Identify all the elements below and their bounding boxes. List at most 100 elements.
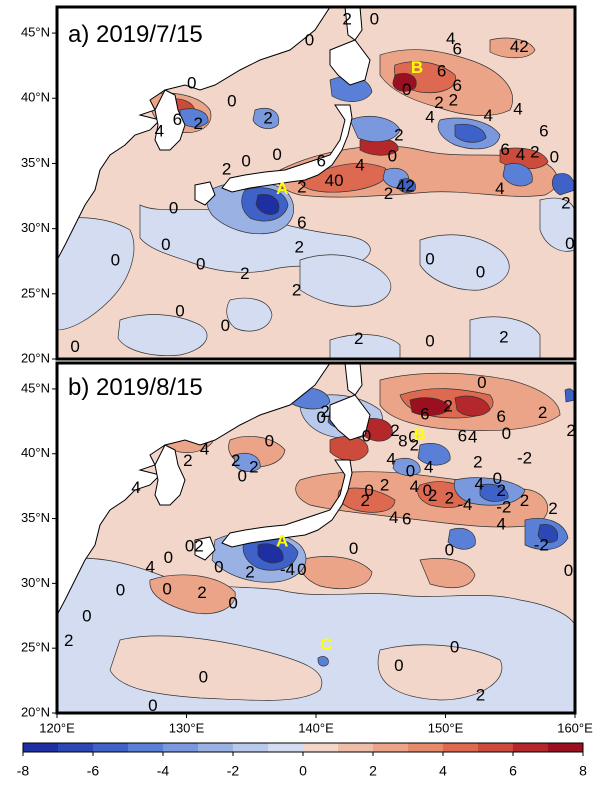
contour-label: 0 <box>228 594 237 613</box>
contour-label: 0 <box>388 146 397 165</box>
contour-label: 4 <box>410 477 419 496</box>
contour-label: 6 <box>420 404 429 423</box>
contour-label: 0 <box>237 467 246 486</box>
colorbar-tick-label: 4 <box>439 763 447 779</box>
contour-label: 4 <box>496 514 505 533</box>
contour-label: 4 <box>355 156 364 175</box>
contour-label: 4 <box>468 428 477 447</box>
lat-tick-label: 25°N <box>21 285 50 300</box>
lon-tick-label: 130°E <box>169 720 205 735</box>
contour-label: 0 <box>82 607 91 626</box>
contour-label: 2 <box>64 631 73 650</box>
contour-label: 2 <box>292 281 301 300</box>
location-marker-a: A <box>276 531 288 550</box>
contour-label: 0 <box>394 656 403 675</box>
contour-label: 0 <box>175 302 184 321</box>
contour-label: 0 <box>477 373 486 392</box>
contour-label: 0 <box>406 461 415 480</box>
contour-label: 4 <box>513 99 522 118</box>
contour-label: -4 <box>457 495 472 514</box>
contour-label: 0 <box>265 432 274 451</box>
location-marker-b: B <box>413 425 425 444</box>
contour-label: 0 <box>550 148 559 167</box>
land-masses <box>57 7 371 261</box>
contour-label: 0 <box>370 9 379 28</box>
contour-label: 2 <box>538 403 547 422</box>
japan-kyushu <box>194 536 216 561</box>
korean-peninsula <box>154 444 186 506</box>
panel-a-title: a) 2019/7/15 <box>68 21 203 48</box>
contour-label: 02 <box>185 537 204 556</box>
lat-tick-label: 20°N <box>21 704 50 719</box>
contour-label: 0 <box>227 92 236 111</box>
contour-label: -2 <box>517 448 532 467</box>
colorbar-segment <box>268 743 304 752</box>
contour-label: 2 <box>342 9 351 28</box>
lat-tick-label: 45°N <box>21 380 50 395</box>
location-marker-c: C <box>320 635 332 654</box>
colorbar-tick-label: -6 <box>87 763 100 779</box>
colorbar-tick-label: 8 <box>579 763 587 779</box>
japan-hokkaido <box>329 39 371 86</box>
contour-label: 2 <box>443 397 452 416</box>
contour-label: 0 <box>169 199 178 218</box>
contour-label: -2 <box>534 535 549 554</box>
colorbar-segment <box>478 743 514 752</box>
contour-label: 4 <box>516 145 525 164</box>
contour-label: 0 <box>241 152 250 171</box>
colorbar-segment <box>128 743 164 752</box>
japan-hokkaido <box>329 394 371 441</box>
contour-label: 2 <box>263 109 272 128</box>
contour-label: 2 <box>384 184 393 203</box>
contour-label: 8 <box>398 432 407 451</box>
contour-label: 2 <box>222 159 231 178</box>
contour-label: 0 <box>162 579 171 598</box>
contour-label: 0 <box>476 262 485 281</box>
land-masses <box>57 363 371 616</box>
sakhalin <box>344 7 363 41</box>
colorbar-segment <box>443 743 479 752</box>
contour-label: 0 <box>187 73 196 92</box>
contour-label: 0 <box>164 548 173 567</box>
colorbar-segment <box>513 743 549 752</box>
colorbar-segment <box>23 743 59 752</box>
contour-label: 2 <box>183 451 192 470</box>
colorbar-segment <box>93 743 129 752</box>
colorbar-tick-label: 0 <box>299 763 307 779</box>
contour-label: 4 <box>389 508 398 527</box>
contour-label: 2 <box>445 489 454 508</box>
colorbar-segment <box>233 743 269 752</box>
lat-tick-label: 35°N <box>21 510 50 525</box>
contour-label: 2 <box>193 114 202 133</box>
contour-label: 2 <box>354 329 363 348</box>
japan-honshu <box>221 104 353 193</box>
colorbar-segment <box>163 743 199 752</box>
contour-label: 0 <box>148 696 157 715</box>
contour-label: 0 <box>445 540 454 559</box>
contour-label: 0 <box>70 337 79 356</box>
contour-label: 2 <box>231 451 240 470</box>
contour-label: 2 <box>566 421 575 440</box>
contour-label: 4 <box>386 450 395 469</box>
contour-label: 2 <box>320 402 329 421</box>
colorbar-tick-label: -2 <box>227 763 240 779</box>
contour-label: 0 <box>408 428 417 447</box>
contour-label: 42 <box>510 37 529 56</box>
contour-label: 0 <box>493 469 502 488</box>
contour-label: 0 <box>364 481 373 500</box>
contour-label: 0 <box>316 408 325 427</box>
contour-label: 6 <box>452 76 461 95</box>
contour-label: 6 <box>437 62 446 81</box>
contour-label: 2 <box>245 562 254 581</box>
contour-label: 4 <box>446 29 455 48</box>
contour-label: 2 <box>428 486 437 505</box>
contour-label: 0 <box>349 539 358 558</box>
contour-label: -4 <box>280 560 295 579</box>
contour-label: 2 <box>449 90 458 109</box>
contour-label: 6 <box>496 407 505 426</box>
panel-b-markers: A B C <box>276 425 426 654</box>
